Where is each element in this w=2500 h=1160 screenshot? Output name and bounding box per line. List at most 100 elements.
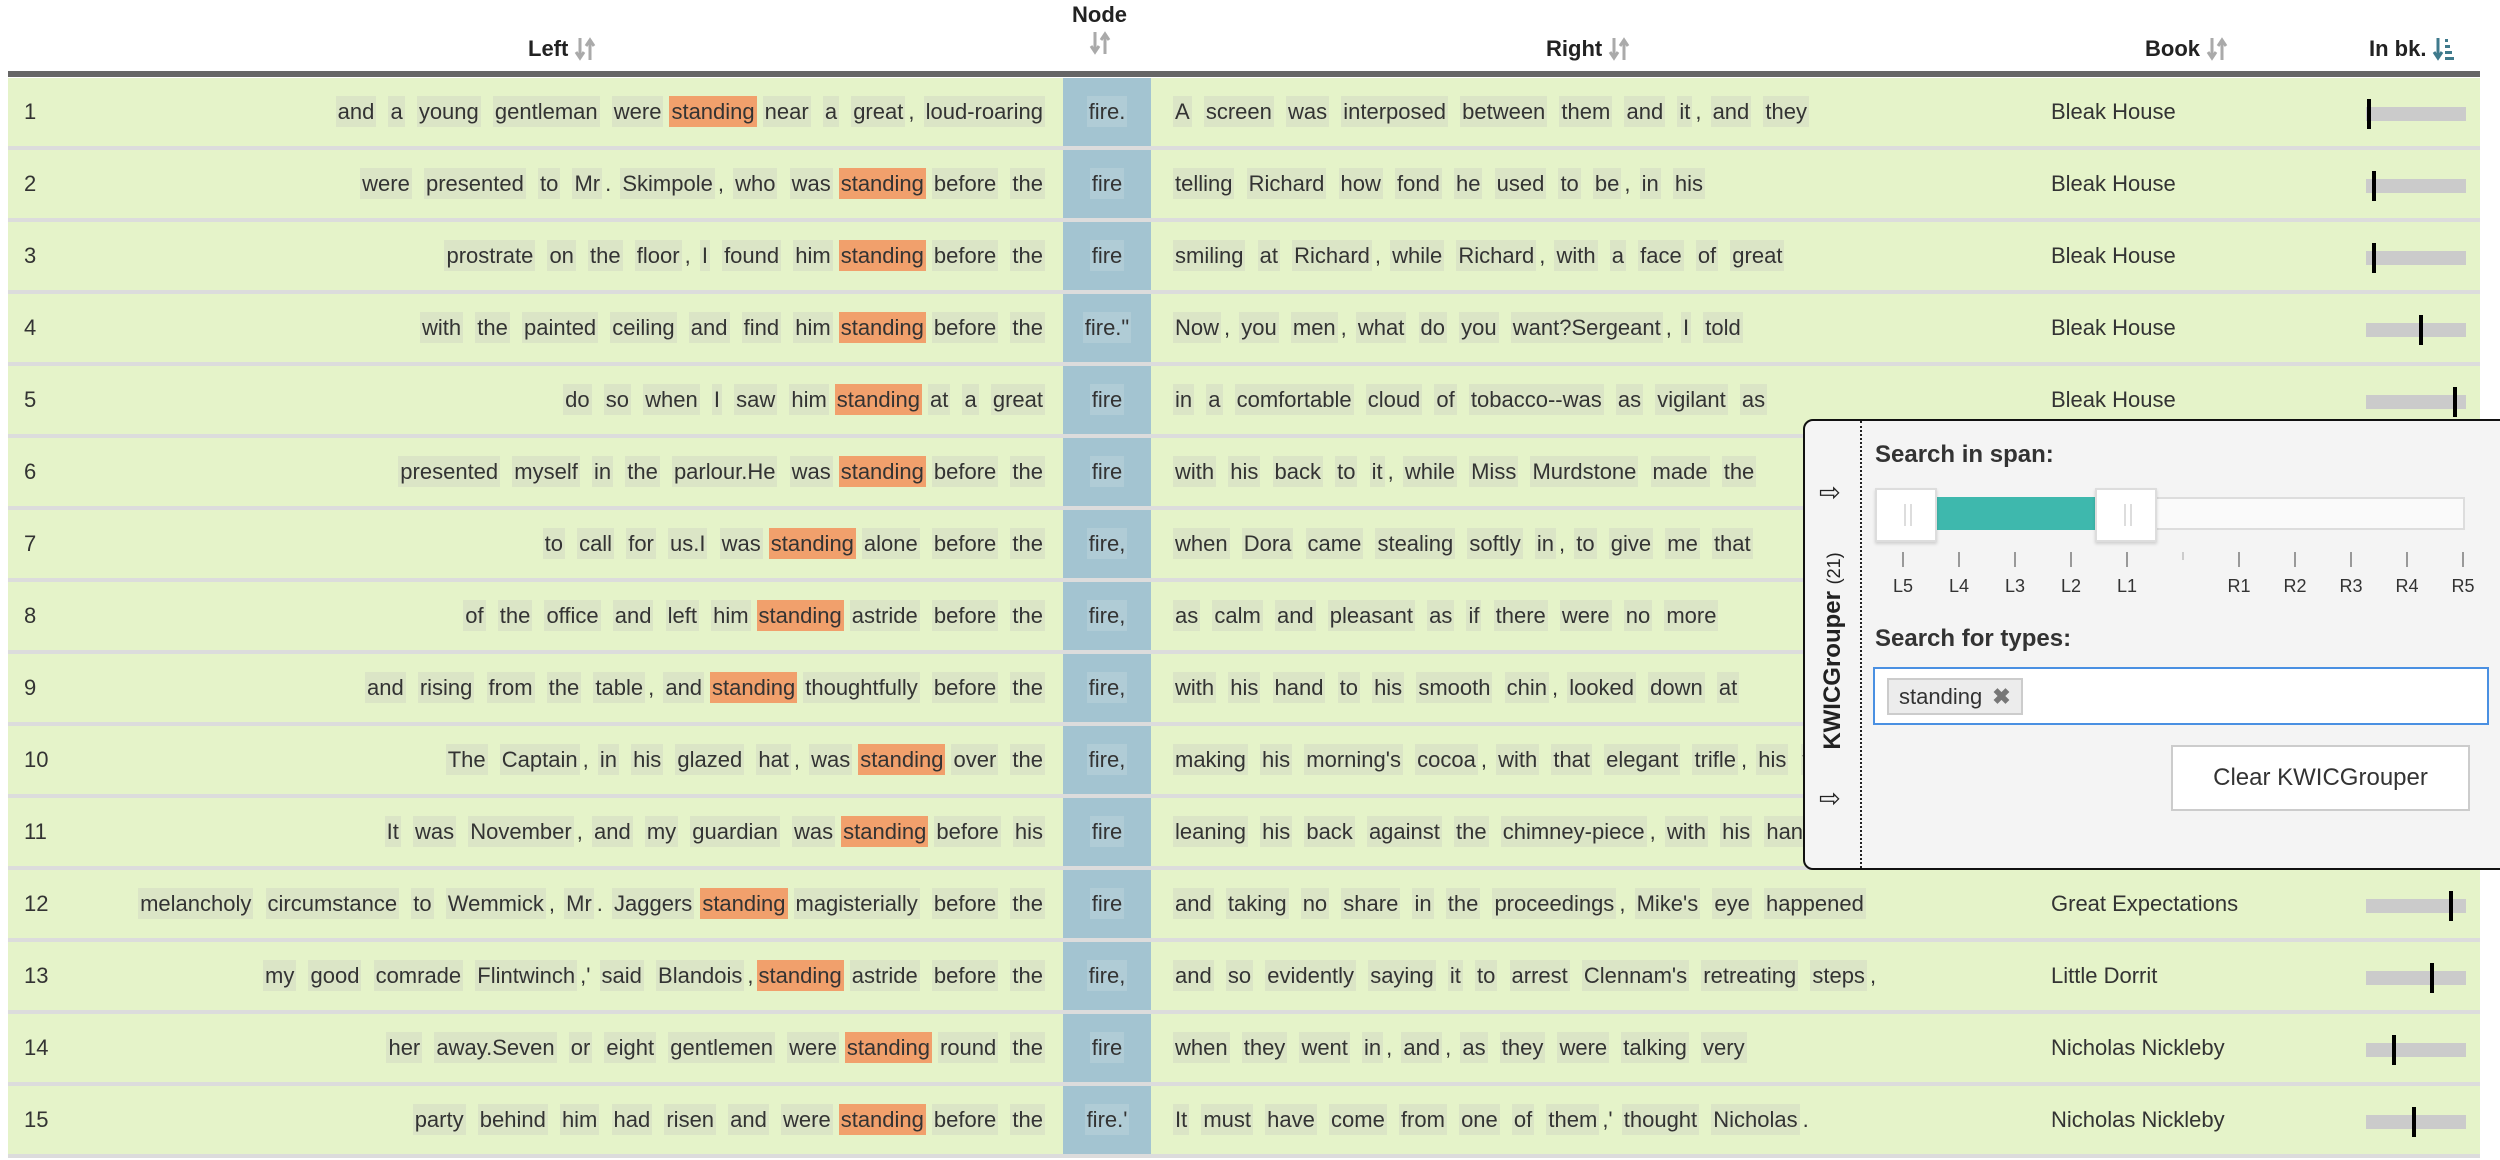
span-slider-handle-left[interactable] [1875,488,1937,542]
left-context: party behind him had risen and were stand… [410,1086,1048,1154]
right-context: with his back to it, while Miss Murdston… [1170,438,1759,506]
token: the [1010,312,1045,343]
left-context-before: were presented to Mr. Skimpole, who was [357,168,836,199]
table-row[interactable]: 4 with the painted ceiling and find him s… [8,294,2480,366]
clear-kwicgrouper-button[interactable]: Clear KWICGrouper [2171,745,2470,811]
column-header-right[interactable]: Right [1546,36,1630,62]
right-context-text: telling Richard how fond he used to be, … [1170,168,1708,199]
token: Miss [1469,456,1519,487]
span-slider-handle-right[interactable] [2095,488,2157,542]
position-marker [2367,99,2371,129]
column-header-book[interactable]: Book [2145,36,2228,62]
right-context-text: and so evidently saying it to arrest Cle… [1170,960,1876,991]
left-context: do so when I saw him standing at a great [560,366,1048,434]
token: us.I [668,528,708,559]
kwicgrouper-tab-title[interactable]: KWICGrouper (21) [1819,552,1847,749]
row-number: 12 [24,891,49,916]
left-context-after: at a great [925,384,1048,415]
left-context-after: before the [929,168,1048,199]
position-in-book-bar [2366,387,2466,417]
token: morning's [1304,744,1403,775]
type-tag-label: standing [1899,684,1983,709]
token: from [486,672,535,703]
token: so [603,384,631,415]
right-context: smiling at Richard, while Richard, with … [1170,222,1787,290]
token: I [699,240,710,271]
column-header-left[interactable]: Left [528,36,596,62]
row-number: 14 [24,1035,49,1060]
position-marker [2453,387,2457,417]
token: before [931,672,999,703]
left-context-before: presented myself in the parlour.He was [395,456,835,487]
arrow-right-icon[interactable]: ⇨ [1819,783,1841,813]
token: the [625,456,660,487]
keyword-highlight: standing [669,96,757,127]
types-input[interactable]: standing ✖ [1873,667,2489,725]
token: him [559,1104,600,1135]
table-row[interactable]: 15 party behind him had risen and were st… [8,1086,2480,1158]
type-tag: standing ✖ [1887,678,2023,715]
token: at [1257,240,1280,271]
token: them [1546,1104,1600,1135]
token: stealing [1375,528,1456,559]
token: and [1274,600,1316,631]
node-text: fire." [1082,312,1132,343]
left-context-after: over the [948,744,1048,775]
token: alone [861,528,920,559]
token: the [475,312,510,343]
token: Now [1173,312,1222,343]
left-context-after: astride before the [847,600,1048,631]
token: astride [849,960,920,991]
table-row[interactable]: 14 her away.Seven or eight gentlemen wer… [8,1014,2480,1086]
token: his [1720,816,1753,847]
sort-icon [1089,31,1110,55]
position-marker [2449,891,2453,921]
table-row[interactable]: 2 were presented to Mr. Skimpole, who wa… [8,150,2480,222]
token: the [1010,600,1045,631]
keyword-highlight: standing [838,456,926,487]
header-divider [8,71,2480,77]
table-row[interactable]: 13 my good comrade Flintwinch ,' said Bla… [8,942,2480,1014]
keyword-highlight: standing [841,816,929,847]
token: and [728,1104,769,1135]
keyword-highlight: standing [838,168,926,199]
token: and [335,96,377,127]
remove-tag-icon[interactable]: ✖ [1992,684,2011,709]
left-context-before: It was November, and my guardian was [382,816,839,847]
token: risen [664,1104,717,1135]
token: trifle [1692,744,1739,775]
position-marker [2392,1035,2396,1065]
right-context: and so evidently saying it to arrest Cle… [1170,942,1876,1010]
table-row[interactable]: 1 and a young gentleman were standing near… [8,78,2480,150]
token: and [1401,1032,1443,1063]
token: his [1228,456,1261,487]
arrow-right-icon[interactable]: ⇨ [1819,477,1841,507]
token: it [1369,456,1385,487]
token: that [1551,744,1593,775]
table-row[interactable]: 12 melancholy circumstance to Wemmick, M… [8,870,2480,942]
token: back [1304,816,1355,847]
right-context: A screen was interposed between them and… [1170,78,1812,146]
right-context: when they went in, and, as they were tal… [1170,1014,1750,1082]
right-context: and taking no share in the proceedings, … [1170,870,1869,938]
token: no [1623,600,1653,631]
table-row[interactable]: 3 prostrate on the floor, I found him sta… [8,222,2480,294]
right-context: when Dora came stealing softly in, to gi… [1170,510,1756,578]
row-number: 6 [24,459,37,484]
column-header-node[interactable]: Node [1072,2,1127,56]
token: was [809,744,853,775]
token: melancholy [138,888,254,919]
token: myself [512,456,580,487]
token: Richard [1456,240,1537,271]
column-header-in-book[interactable]: In bk. [2369,36,2455,62]
token: in [591,456,614,487]
right-context-text: as calm and pleasant as if there were no… [1170,600,1721,631]
node-word: fire, [1063,582,1151,650]
left-context: presented myself in the parlour.He was st… [395,438,1048,506]
token: in [1534,528,1557,559]
position-marker [2430,963,2434,993]
token: young [416,96,481,127]
slider-tick [2014,552,2016,567]
token: said [599,960,644,991]
token: made [1650,456,1710,487]
